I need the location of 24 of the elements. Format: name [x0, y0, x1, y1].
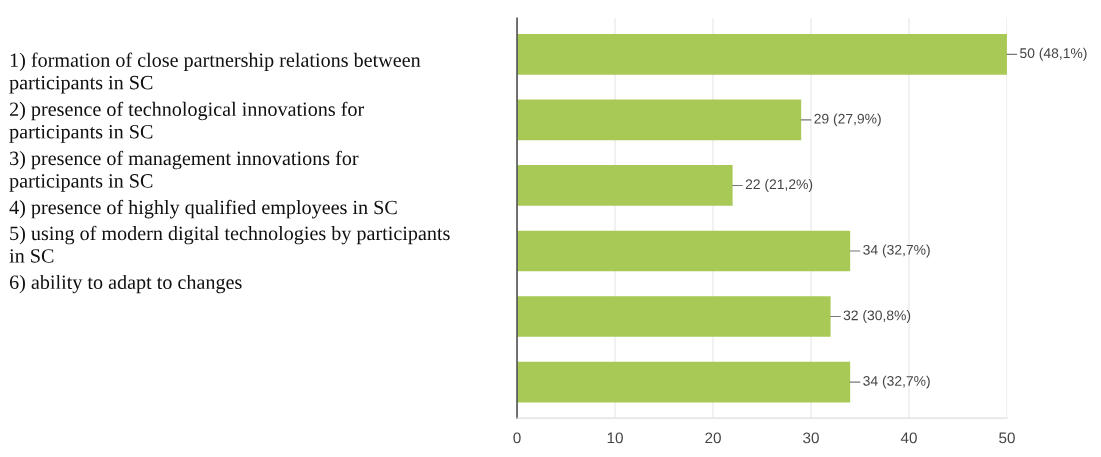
data-label: 50 (48,1%) [1020, 47, 1087, 61]
x-tick-label: 0 [513, 432, 521, 444]
text: 2) presence of technological innovations for participants in SC [9, 101, 365, 143]
bar [517, 99, 802, 141]
x-tick-label: 10 [607, 432, 623, 444]
x-tick-label: 40 [900, 432, 917, 444]
data-label: 34 (32,7%) [863, 375, 930, 389]
bar [517, 165, 733, 206]
bar [517, 296, 831, 337]
text: 6) ability to adapt to changes [9, 274, 242, 294]
data-label: 32 (30,8%) [843, 310, 911, 324]
x-tick-label: 30 [803, 432, 819, 444]
data-label: 34 (32,7%) [863, 244, 930, 258]
text: 3) presence of management innovations for participants in SC [9, 150, 359, 192]
data-label: 29 (27,9%) [814, 113, 881, 127]
bar [517, 230, 851, 272]
data-label: 22 (21,2%) [745, 178, 813, 192]
text: 1) formation of close partnership relations between participants in SC [9, 52, 421, 94]
text: 5) using of modern digital technologies by participants in SC [9, 225, 450, 263]
text: 4) presence of highly qualified employees in SC [9, 199, 397, 219]
x-tick-label: 50 [999, 432, 1015, 444]
bar [517, 361, 851, 403]
x-tick-label: 20 [705, 432, 721, 444]
bar [517, 34, 1007, 75]
